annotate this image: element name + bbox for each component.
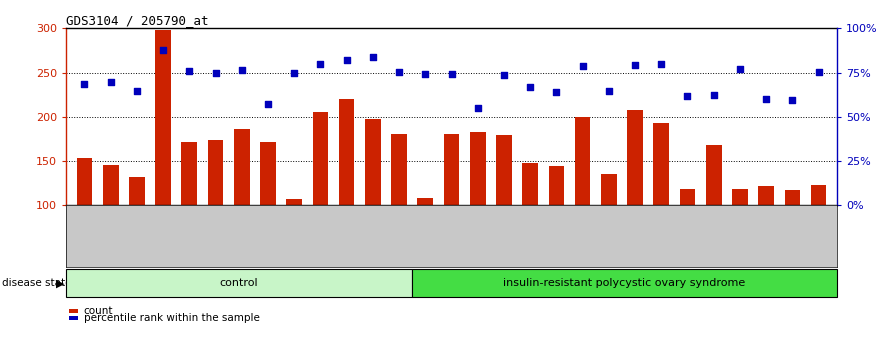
Point [261, 101, 275, 107]
Point [130, 88, 144, 94]
Bar [496, 135, 512, 294]
Bar [233, 129, 249, 294]
Text: insulin-resistant polycystic ovary syndrome: insulin-resistant polycystic ovary syndr… [503, 278, 745, 288]
Bar [627, 110, 643, 294]
Bar [391, 133, 407, 294]
Point [550, 89, 564, 95]
Text: disease state: disease state [2, 278, 71, 288]
Point [444, 72, 458, 77]
Point [392, 69, 406, 75]
Bar [77, 159, 93, 294]
Point [314, 61, 328, 67]
Point [366, 54, 380, 59]
Point [733, 66, 747, 72]
Point [759, 96, 774, 102]
Point [339, 57, 353, 63]
Point [628, 63, 642, 68]
Bar [444, 133, 459, 294]
Text: count: count [84, 306, 113, 316]
Point [602, 88, 616, 94]
Text: control: control [219, 278, 258, 288]
Bar [706, 145, 722, 294]
Point [104, 80, 118, 85]
Point [418, 72, 433, 77]
Bar [313, 113, 329, 294]
Point [523, 84, 537, 90]
Point [470, 105, 485, 111]
Text: ▶: ▶ [56, 278, 64, 288]
Text: GDS3104 / 205790_at: GDS3104 / 205790_at [66, 14, 209, 27]
Point [575, 64, 589, 69]
Bar [260, 143, 276, 294]
Bar [155, 30, 171, 294]
Bar [286, 199, 302, 294]
Point [182, 68, 196, 74]
Bar [784, 190, 800, 294]
Point [811, 69, 825, 75]
Bar [811, 185, 826, 294]
Point [680, 94, 694, 99]
Text: percentile rank within the sample: percentile rank within the sample [84, 313, 260, 323]
Bar [601, 175, 617, 294]
Point [497, 73, 511, 78]
Bar [418, 198, 433, 294]
Point [707, 92, 721, 98]
Bar [470, 132, 485, 294]
Bar [654, 123, 670, 294]
Bar [732, 189, 748, 294]
Point [78, 81, 92, 87]
Bar [129, 177, 144, 294]
Point [287, 70, 301, 75]
Bar [679, 189, 695, 294]
Point [234, 67, 248, 73]
Bar [181, 142, 197, 294]
Bar [365, 119, 381, 294]
Point [156, 47, 170, 52]
Bar [574, 117, 590, 294]
Bar [339, 99, 354, 294]
Bar [549, 166, 564, 294]
Point [655, 61, 669, 67]
Point [785, 97, 799, 103]
Point [209, 70, 223, 75]
Bar [103, 166, 119, 294]
Bar [759, 186, 774, 294]
Bar [522, 163, 538, 294]
Bar [208, 140, 224, 294]
